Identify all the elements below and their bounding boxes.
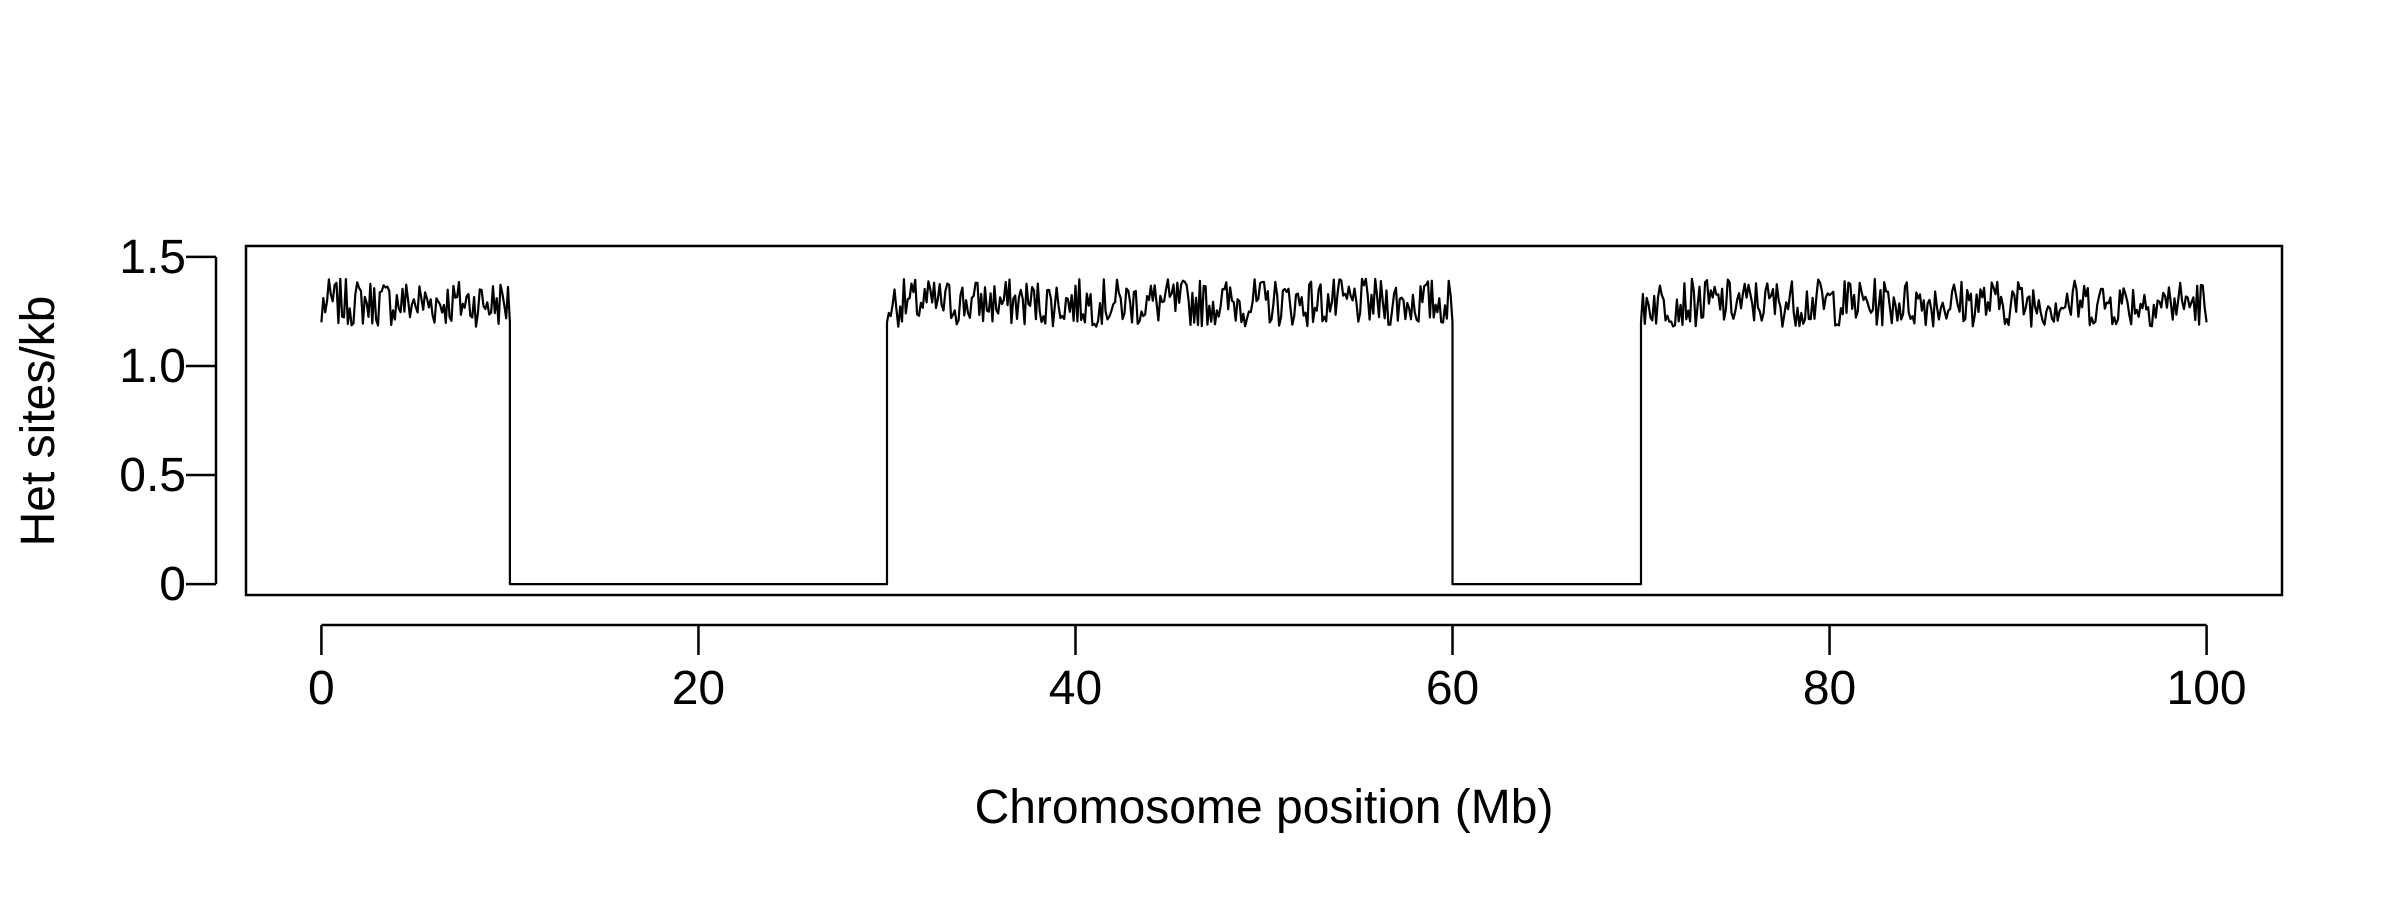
x-axis: 0 20 40 60 80 100 [308, 623, 2247, 715]
x-axis-label: Chromosome position (Mb) [975, 781, 1554, 834]
y-tick-label: 0 [159, 558, 186, 611]
y-tick-label: 0.5 [119, 449, 186, 502]
x-tick-label: 0 [308, 662, 335, 715]
y-axis-label: Het sites/kb [12, 296, 65, 547]
plot-frame [244, 244, 2284, 597]
series-line-het-sites [320, 277, 2208, 586]
x-tick-label: 100 [2167, 662, 2247, 715]
y-tick-label: 1.5 [119, 231, 186, 284]
x-tick-label: 40 [1049, 662, 1102, 715]
x-tick-label: 20 [672, 662, 725, 715]
y-tick-label: 1.0 [119, 340, 186, 393]
y-axis: 0 0.5 1.0 1.5 [119, 231, 218, 611]
x-tick-label: 60 [1426, 662, 1479, 715]
x-tick-label: 80 [1803, 662, 1856, 715]
